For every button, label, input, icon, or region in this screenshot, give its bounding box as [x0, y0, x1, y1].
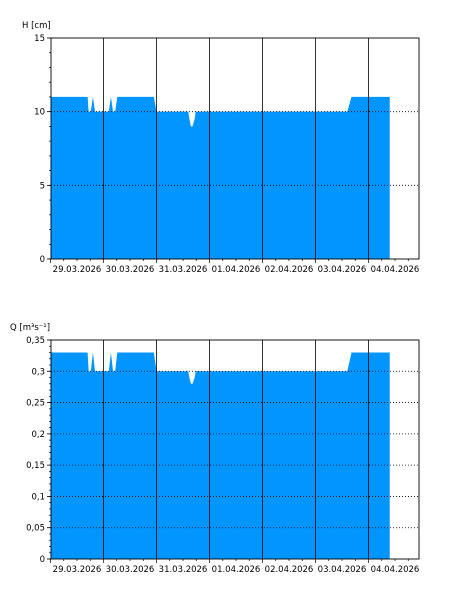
x-tick-label: 02.04.2026 [265, 565, 314, 575]
y-tick-label: 0,3 [31, 367, 45, 377]
area-series [50, 352, 390, 559]
y-axis-label: Q [m³s⁻¹] [10, 323, 50, 333]
y-axis-label: H [cm] [22, 21, 51, 31]
plot-frame [50, 339, 420, 560]
plot-frame [50, 37, 420, 260]
chart-discharge: Q [m³s⁻¹] 0 0,05 0,1 0,15 0,2 0,25 0,3 0,35 29.0… [10, 323, 420, 575]
x-tick-label: 30.03.2026 [106, 565, 155, 575]
y-tick-label: 0,2 [31, 430, 45, 440]
area-series [50, 96, 390, 260]
plot-area: 0 0,05 0,1 0,15 0,2 0,25 0,3 0,35 29.03.2026 30.0… [26, 336, 420, 575]
x-tick-label: 29.03.2026 [53, 265, 102, 275]
y-tick-label: 15 [34, 34, 45, 44]
x-tick-label: 04.04.2026 [371, 565, 420, 575]
x-tick-label: 03.04.2026 [318, 265, 367, 275]
y-tick-label: 0,35 [26, 336, 45, 346]
x-tick-label: 31.03.2026 [159, 565, 208, 575]
x-tick-label: 01.04.2026 [212, 265, 261, 275]
x-tick-label: 01.04.2026 [212, 565, 261, 575]
y-tick-label: 0 [40, 255, 45, 265]
x-tick-label: 03.04.2026 [318, 565, 367, 575]
y-tick-label: 0,15 [26, 461, 45, 471]
y-tick-label: 10 [34, 108, 45, 118]
plot-area: 0 5 10 15 29.03.2026 30.03.2026 31.03.2026 01.0… [34, 34, 420, 275]
y-tick-label: 0,25 [26, 399, 45, 409]
chart-water-level: H [cm] 0 5 10 15 29.03.2026 30.03.2026 31.03.2… [22, 21, 420, 275]
x-tick-label: 31.03.2026 [159, 265, 208, 275]
x-tick-label: 04.04.2026 [371, 265, 420, 275]
x-tick-label: 02.04.2026 [265, 265, 314, 275]
y-tick-label: 5 [40, 181, 45, 191]
y-tick-label: 0,1 [31, 492, 45, 502]
x-tick-label: 29.03.2026 [53, 565, 102, 575]
y-tick-label: 0,05 [26, 524, 45, 534]
x-tick-label: 30.03.2026 [106, 265, 155, 275]
y-tick-label: 0 [40, 555, 45, 565]
